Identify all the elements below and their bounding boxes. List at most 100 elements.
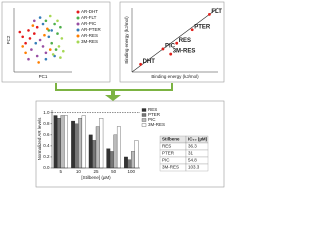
bar [88, 134, 93, 169]
legend-swatch [76, 22, 80, 26]
point-label: DHT [143, 59, 156, 65]
legend-swatch [141, 123, 147, 127]
table-cell-text: 54.8 [188, 158, 197, 163]
point-label: FLT [211, 9, 222, 15]
point [34, 41, 38, 45]
point [41, 22, 45, 26]
bar [57, 118, 61, 169]
table-cell-text: RES [162, 144, 171, 149]
point [21, 35, 25, 39]
point [46, 27, 49, 31]
y-tick-label: 0.6 [43, 132, 50, 137]
table-cell-text: 31 [188, 151, 194, 156]
point [27, 29, 30, 32]
legend-swatch [141, 108, 147, 112]
point [208, 13, 211, 16]
x-tick-label: 25 [93, 169, 99, 174]
point [50, 29, 53, 32]
bar [53, 115, 58, 169]
x-tick-label: 100 [127, 169, 135, 174]
point [53, 22, 56, 26]
table-cell-text: 103.3 [188, 165, 200, 170]
legend-label: 3M-RES [81, 39, 98, 44]
bar [124, 156, 128, 169]
legend-label: AR-RES [81, 33, 98, 38]
table-cell-text: 36.3 [188, 144, 197, 149]
bar [109, 151, 114, 169]
bar [64, 115, 68, 169]
point [38, 16, 42, 19]
point [28, 37, 32, 40]
legend-label: PIC [148, 117, 156, 122]
point [41, 45, 45, 48]
table-header: Stilbene [162, 137, 180, 142]
point [27, 57, 30, 61]
x-tick-label: 5 [60, 169, 63, 174]
bar [60, 115, 65, 169]
point [51, 53, 55, 56]
point [175, 41, 179, 45]
legend-label: PTER [148, 112, 161, 117]
point [21, 45, 25, 48]
point-label: 3M-RES [173, 49, 196, 55]
point [54, 48, 58, 51]
legend-swatch [76, 34, 80, 38]
y-axis-label: PC2 [6, 35, 11, 44]
table-cell-text: 3M-RES [162, 165, 179, 170]
x-tick-label: 50 [111, 169, 117, 174]
table-cell-text: PIC [162, 158, 170, 163]
legend-label: AR-PTER [81, 27, 102, 32]
point [31, 24, 35, 27]
legend-swatch [141, 113, 147, 117]
point [18, 30, 22, 34]
point [35, 25, 39, 29]
bar [113, 134, 118, 169]
table-header: IC₅₀ (µM) [188, 137, 208, 142]
y-tick-label: 1.0 [43, 110, 50, 115]
legend-label: AR-PIC [81, 21, 97, 26]
point [190, 28, 194, 32]
bar [71, 120, 76, 169]
arrow-head [105, 95, 121, 101]
point [50, 41, 53, 45]
panel-frame [119, 1, 225, 83]
point [56, 32, 59, 35]
point [43, 33, 46, 37]
point [37, 61, 40, 64]
trend-line [131, 7, 219, 73]
table-cell-text: PTER [162, 151, 175, 156]
point [33, 32, 36, 35]
point [24, 41, 27, 45]
point [48, 48, 52, 51]
point [57, 45, 61, 48]
y-axis-label: Normalized AR levels [37, 117, 42, 161]
bar [131, 151, 135, 169]
point [35, 54, 39, 58]
bar [92, 140, 97, 169]
legend-label: RES [148, 107, 157, 112]
legend-swatch [76, 40, 80, 44]
point [44, 19, 48, 23]
figure: PC1PC2AR-DHTAR-FLTAR-PICAR-PTERAR-RES3M-… [1, 1, 225, 188]
y-tick-label: 0.0 [43, 165, 50, 170]
point [59, 25, 62, 29]
point-label: PTER [194, 24, 211, 30]
bar [134, 140, 139, 169]
point-label: RES [179, 38, 191, 44]
bar [74, 123, 79, 169]
x-axis-label: [Stilbene] (µM) [81, 175, 111, 180]
y-axis-label: Binding energy (kJ/mol) [124, 16, 129, 64]
bar [81, 115, 86, 169]
legend-label: AR-DHT [81, 9, 98, 14]
point [47, 35, 51, 39]
point [56, 19, 59, 23]
legend-swatch [76, 28, 80, 32]
bar [95, 126, 100, 169]
panel-frame [1, 1, 111, 83]
point [169, 52, 173, 56]
bar [116, 126, 121, 169]
panel-frame [35, 100, 225, 188]
point [161, 47, 165, 51]
point [30, 48, 33, 51]
point [62, 49, 65, 53]
